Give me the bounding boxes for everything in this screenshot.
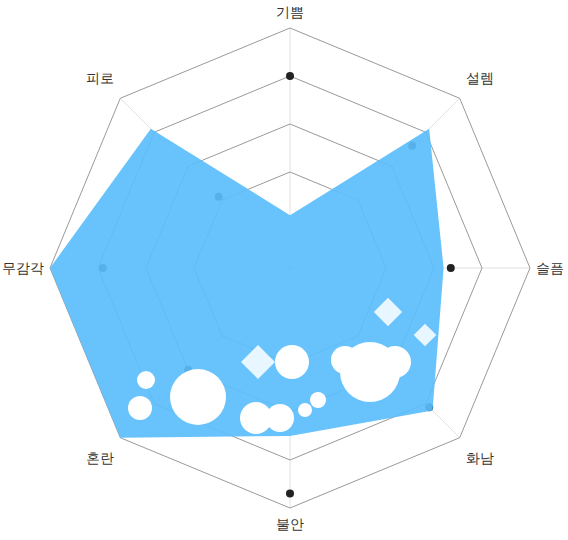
bubble [379,346,411,378]
sparkle [414,324,437,347]
category-label: 기쁨 [276,4,304,20]
bubble [298,403,312,417]
category-label: 슬픔 [536,260,564,276]
bubble [331,346,359,374]
category-label: 혼란 [86,450,114,466]
category-label: 화남 [466,450,494,466]
decoration [128,298,436,434]
bubble [266,404,294,432]
point [447,264,455,272]
category-labels: 기쁨설렘슬픔화남불안 혼란 무감각 피로 [2,4,564,532]
category-label: 설렘 [466,70,494,86]
radar-area [50,129,444,438]
bubble [128,396,152,420]
bubble [310,392,326,408]
radar-chart: 기쁨설렘슬픔화남불안 혼란 무감각 피로 [0,0,568,540]
point [286,490,294,498]
category-label: 불안 [276,516,304,532]
sparkle [241,345,275,379]
grid [50,28,530,508]
sparkle [374,298,402,326]
bubble [137,371,155,389]
point [286,72,294,80]
grid-ring [50,28,530,508]
bubble [170,369,226,425]
category-label: 무감각 [2,260,44,276]
bubble [275,345,309,379]
marks [50,72,455,498]
category-label: 피로 [86,70,114,86]
